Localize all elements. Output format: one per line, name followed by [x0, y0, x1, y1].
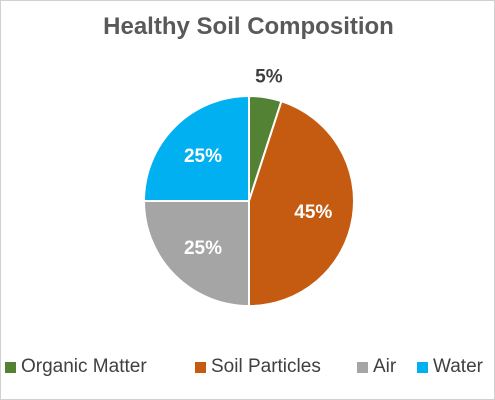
data-labels: 5% 45% 25% 25% [184, 67, 332, 259]
data-label-water: 25% [184, 146, 222, 167]
data-label-air: 25% [184, 238, 222, 259]
legend-swatch [195, 362, 206, 373]
legend-label: Water [433, 356, 483, 377]
pie-slice-water [143, 95, 250, 202]
legend-label: Soil Particles [211, 356, 321, 377]
legend-label: Air [373, 356, 397, 377]
chart-title: Healthy Soil Composition [103, 13, 394, 40]
pie-slice-air [143, 200, 250, 307]
pie-slice-soil-particles [248, 100, 355, 307]
legend-swatch [357, 362, 368, 373]
data-label-soil-particles: 45% [294, 202, 332, 223]
legend-swatch [5, 362, 16, 373]
legend-label: Organic Matter [21, 356, 147, 377]
data-label-organic-matter: 5% [255, 67, 283, 88]
legend-swatch [417, 362, 428, 373]
pie-slices [143, 95, 355, 307]
